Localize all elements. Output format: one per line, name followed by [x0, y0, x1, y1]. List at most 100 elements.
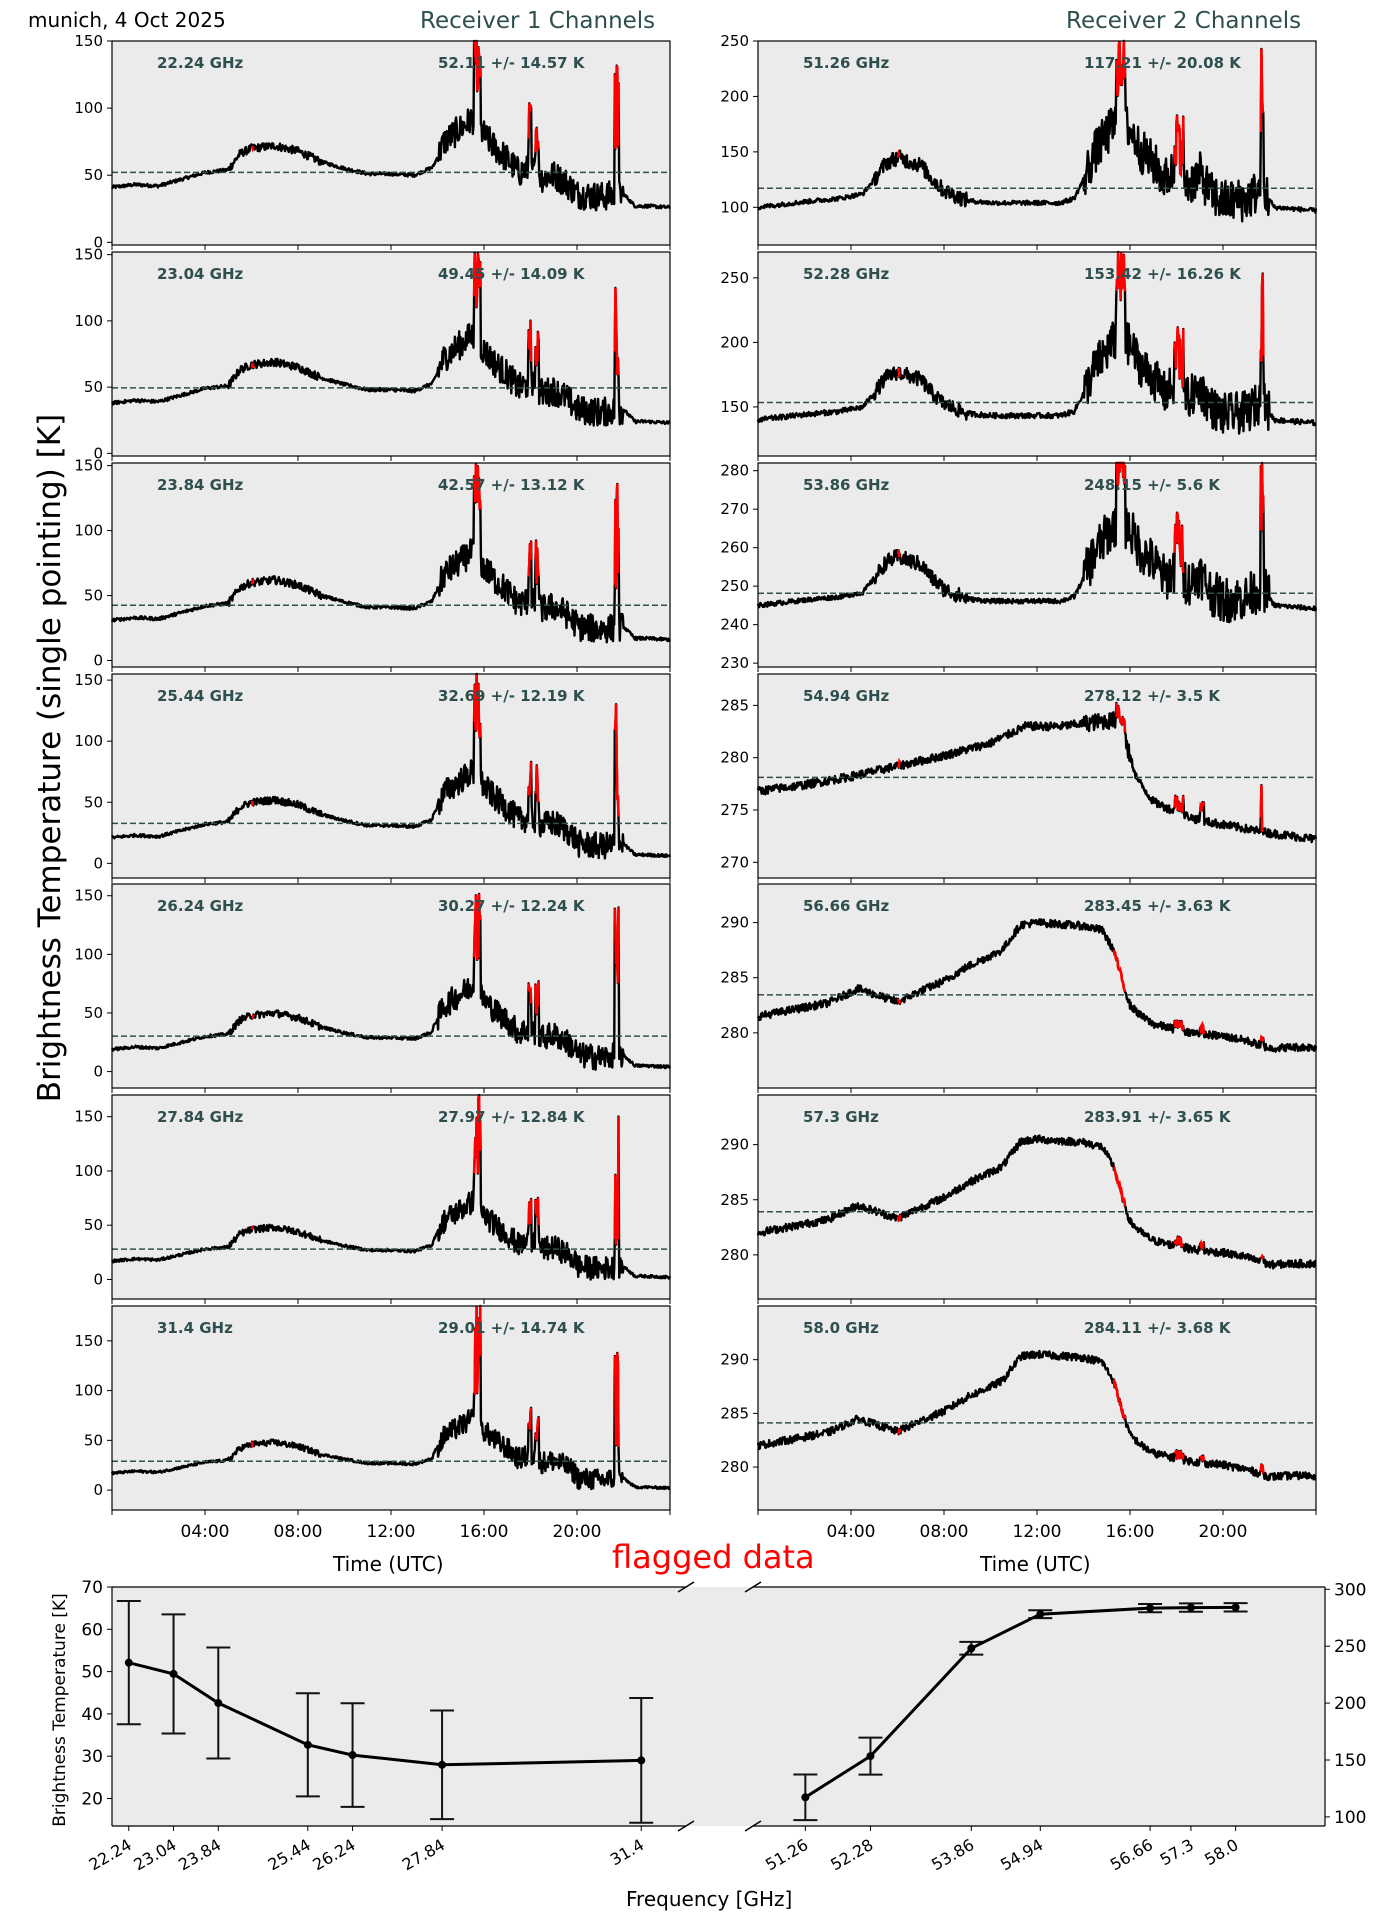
mean-tb-point	[124, 1658, 133, 1667]
y-tick-label: 150	[74, 1332, 103, 1350]
channel-frequency-label: 25.44 GHz	[157, 687, 244, 705]
mean-tb-point	[303, 1740, 312, 1749]
y-tick-label: 285	[720, 1191, 749, 1209]
channel-mean-std-label: 32.69 +/- 12.19 K	[438, 687, 586, 705]
x-tick-label: 54.94	[997, 1835, 1046, 1874]
y-tick-label: 100	[74, 732, 103, 750]
y-tick-label: 290	[720, 1351, 749, 1369]
timeseries-panel-26-24-ghz: 0 50 100 150 26.24 GHz 30.27 +/- 12.24 K	[74, 883, 672, 1093]
y-tick-label: 100	[720, 198, 749, 216]
channel-mean-std-label: 283.45 +/- 3.63 K	[1084, 897, 1232, 915]
timeseries-panel-52-28-ghz: 150 200 250 52.28 GHz 153.42 +/- 16.26 K	[720, 250, 1317, 461]
timeseries-panel-51-26-ghz: 100 150 200 250 51.26 GHz 117.21 +/- 20.08 K	[720, 32, 1318, 250]
y-tick-label: 285	[720, 969, 749, 987]
timeseries-panel-53-86-ghz: 230 240 250 260 270 280 53.86 GHz 248.15 +/- 5.…	[720, 461, 1318, 672]
y-tick-label: 100	[74, 1382, 103, 1400]
y-tick-label: 150	[74, 32, 103, 50]
channel-mean-std-label: 49.45 +/- 14.09 K	[438, 265, 586, 283]
x-tick-label: 22.24	[86, 1835, 135, 1874]
y-tick-label: 270	[720, 500, 749, 518]
y-tick-label: 280	[720, 1458, 749, 1476]
timeseries-panel-57-3-ghz: 280 285 290 57.3 GHz 283.91 +/- 3.65 K	[720, 1094, 1317, 1304]
y-tick-label: 0	[93, 854, 103, 872]
tb-series-line	[110, 39, 671, 212]
y-tick-label: 250	[1334, 1637, 1366, 1657]
mean-tb-point	[866, 1752, 875, 1761]
y-tick-label: 150	[74, 246, 103, 264]
flagged-series-line	[896, 949, 1265, 1042]
y-tick-label: 200	[720, 87, 749, 105]
flagged-data-note: flagged data	[612, 1538, 815, 1576]
y-tick-label: 50	[84, 378, 103, 396]
y-tick-label: 285	[720, 696, 749, 714]
x-tick-label: 56.66	[1107, 1835, 1156, 1874]
x-tick-label: 52.28	[827, 1835, 876, 1874]
y-tick-label: 0	[93, 1063, 103, 1081]
channel-frequency-label: 26.24 GHz	[157, 897, 244, 915]
mean-tb-point	[169, 1669, 178, 1678]
y-tick-label: 240	[720, 616, 749, 634]
timeseries-panel-58-0-ghz: 280 285 290 04:00 08:00 12:00 16:00 20:00 58.0 G…	[720, 1305, 1317, 1542]
x-tick-label: 27.84	[399, 1835, 448, 1874]
y-tick-label: 100	[74, 1162, 103, 1180]
flagged-series-line	[250, 40, 620, 153]
mean-tb-point	[1036, 1610, 1045, 1619]
y-tick-label: 150	[720, 143, 749, 161]
mean-tb-point	[1231, 1603, 1240, 1612]
y-tick-label: 50	[84, 1216, 103, 1234]
y-tick-label: 50	[84, 1431, 103, 1449]
channel-frequency-label: 22.24 GHz	[157, 54, 244, 72]
flagged-series-line	[251, 893, 620, 1020]
x-tick-label: 12:00	[367, 1522, 416, 1542]
y-tick-label: 150	[720, 398, 749, 416]
y-tick-label: 100	[74, 522, 103, 540]
mean-tb-point	[801, 1793, 810, 1802]
tb-series-line	[756, 461, 1318, 624]
y-tick-label: 230	[720, 654, 749, 672]
means-chart-background	[112, 1587, 1325, 1826]
channel-mean-std-label: 117.21 +/- 20.08 K	[1084, 54, 1242, 72]
receiver2-title: Receiver 2 Channels	[1066, 8, 1302, 34]
axis-break-mark	[744, 1581, 762, 1593]
y-tick-label: 100	[74, 312, 103, 330]
x-tick-label: 57.3	[1157, 1835, 1197, 1869]
y-tick-label: 280	[720, 1024, 749, 1042]
tb-series-line	[756, 250, 1317, 435]
y-tick-label: 20	[81, 1790, 103, 1810]
y-tick-label: 40	[81, 1705, 103, 1725]
timeseries-panel-25-44-ghz: 0 50 100 150 25.44 GHz 32.69 +/- 12.19 K	[74, 671, 672, 883]
y-tick-label: 150	[1334, 1751, 1366, 1771]
tb-series-line	[756, 918, 1318, 1053]
mean-tb-point	[1186, 1603, 1195, 1612]
y-tick-label: 70	[81, 1578, 103, 1598]
y-tick-label: 50	[84, 587, 103, 605]
panel-background	[112, 463, 670, 667]
channel-frequency-label: 53.86 GHz	[803, 476, 890, 494]
x-tick-label: 25.44	[265, 1835, 314, 1874]
channel-frequency-label: 57.3 GHz	[803, 1108, 879, 1126]
tb-series-line	[110, 1304, 671, 1491]
y-tick-label: 280	[720, 1246, 749, 1264]
channel-mean-std-label: 42.57 +/- 13.12 K	[438, 476, 586, 494]
receiver2-x-axis-label: Time (UTC)	[980, 1552, 1091, 1576]
panel-background	[758, 463, 1316, 667]
channel-mean-std-label: 52.11 +/- 14.57 K	[438, 54, 586, 72]
channel-frequency-label: 56.66 GHz	[803, 897, 890, 915]
flagged-series-line	[250, 1305, 620, 1449]
axis-break-mark	[677, 1581, 695, 1593]
tb-series-line	[756, 701, 1318, 844]
y-tick-label: 280	[720, 749, 749, 767]
flagged-series-line	[250, 673, 620, 817]
channel-frequency-label: 58.0 GHz	[803, 1319, 879, 1337]
x-tick-label: 20:00	[1199, 1522, 1248, 1542]
x-tick-label: 08:00	[274, 1522, 323, 1542]
y-tick-label: 100	[74, 99, 103, 117]
flagged-series-line	[250, 253, 620, 376]
y-tick-label: 285	[720, 1404, 749, 1422]
channel-frequency-label: 31.4 GHz	[157, 1319, 233, 1337]
tb-series-line	[756, 1134, 1317, 1270]
x-tick-label: 04:00	[827, 1522, 876, 1542]
panel-background	[112, 41, 670, 245]
receiver1-x-axis-label: Time (UTC)	[333, 1552, 444, 1576]
